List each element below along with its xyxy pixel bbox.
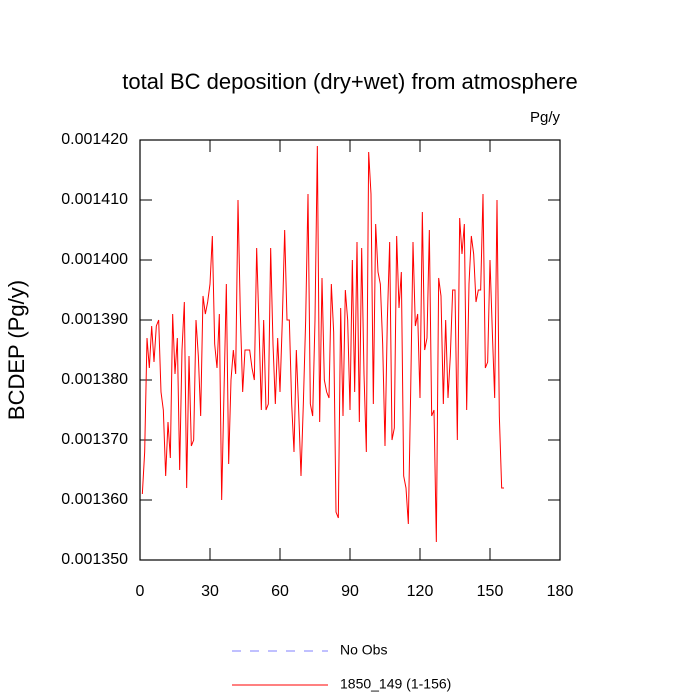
y-tick-label: 0.001410: [61, 191, 128, 208]
y-tick-label: 0.001370: [61, 431, 128, 448]
legend-label: No Obs: [340, 642, 387, 658]
y-tick-label: 0.001390: [61, 311, 128, 328]
x-tick-label: 30: [201, 583, 219, 600]
legend-label: 1850_149 (1-156): [340, 676, 451, 692]
y-tick-label: 0.001400: [61, 251, 128, 268]
x-tick-label: 0: [136, 583, 145, 600]
x-tick-label: 180: [547, 583, 574, 600]
x-tick-label: 90: [341, 583, 359, 600]
units-label: Pg/y: [530, 109, 561, 126]
x-tick-label: 150: [477, 583, 504, 600]
x-tick-label: 120: [407, 583, 434, 600]
y-axis-label: BCDEP (Pg/y): [4, 280, 29, 420]
chart-title: total BC deposition (dry+wet) from atmos…: [122, 69, 577, 94]
y-tick-label: 0.001380: [61, 371, 128, 388]
x-tick-label: 60: [271, 583, 289, 600]
y-tick-label: 0.001420: [61, 131, 128, 148]
y-tick-label: 0.001360: [61, 491, 128, 508]
series-line: [141, 145, 504, 543]
y-tick-label: 0.001350: [61, 551, 128, 568]
